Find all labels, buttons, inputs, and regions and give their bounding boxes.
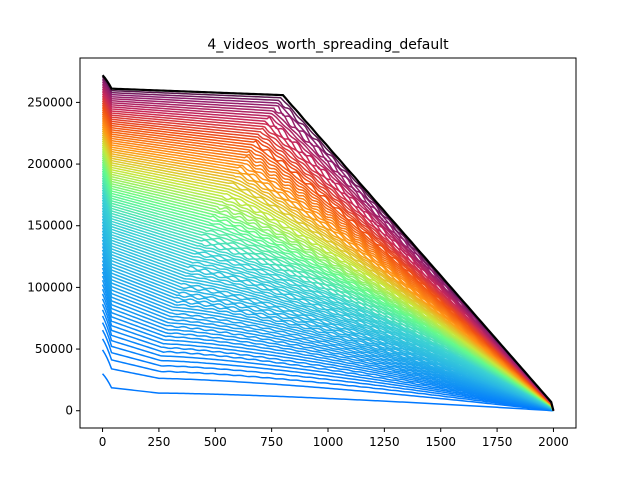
x-tick-label: 1750 bbox=[482, 435, 513, 449]
x-tick-label: 2000 bbox=[538, 435, 569, 449]
series-line bbox=[101, 107, 555, 411]
series-line bbox=[101, 126, 555, 411]
series-line bbox=[101, 166, 555, 412]
y-tick-label: 250000 bbox=[27, 95, 73, 109]
series-line bbox=[101, 253, 554, 412]
series-line bbox=[101, 279, 554, 412]
x-tick-label: 1500 bbox=[425, 435, 456, 449]
x-tick-label: 250 bbox=[147, 435, 170, 449]
y-tick-label: 100000 bbox=[27, 280, 73, 294]
x-tick-label: 1000 bbox=[313, 435, 344, 449]
y-tick-label: 0 bbox=[65, 404, 73, 418]
series-line bbox=[101, 303, 554, 412]
series-line bbox=[101, 263, 554, 412]
series-line bbox=[101, 298, 554, 412]
series-line bbox=[101, 322, 554, 412]
series-line bbox=[101, 81, 555, 411]
series-line bbox=[101, 91, 555, 411]
x-tick-label: 750 bbox=[260, 435, 283, 449]
y-tick-label: 200000 bbox=[27, 157, 73, 171]
x-tick-label: 0 bbox=[99, 435, 107, 449]
series-line bbox=[101, 338, 554, 412]
series-line bbox=[101, 309, 554, 412]
series-line bbox=[101, 256, 554, 412]
y-tick-label: 150000 bbox=[27, 219, 73, 233]
series-line bbox=[101, 95, 555, 411]
series-layer bbox=[101, 74, 555, 412]
series-line bbox=[101, 84, 555, 411]
y-axis-ticks: 0 50000 100000 150000 200000 250000 bbox=[27, 95, 80, 418]
series-line bbox=[101, 267, 554, 412]
series-line bbox=[101, 249, 554, 412]
series-line bbox=[101, 239, 554, 412]
series-line bbox=[101, 373, 554, 412]
series-line bbox=[101, 293, 554, 412]
series-line bbox=[101, 288, 554, 412]
series-line bbox=[101, 230, 555, 412]
x-axis-ticks: 0 250 500 750 1000 1250 1500 1750 2000 bbox=[99, 428, 569, 449]
series-line bbox=[101, 74, 555, 412]
x-tick-label: 500 bbox=[204, 435, 227, 449]
series-line bbox=[101, 271, 554, 412]
x-tick-label: 1250 bbox=[369, 435, 400, 449]
series-line bbox=[101, 275, 554, 412]
series-line bbox=[101, 284, 554, 412]
y-tick-label: 50000 bbox=[35, 342, 73, 356]
series-line bbox=[101, 184, 555, 412]
series-line bbox=[101, 315, 554, 412]
series-line bbox=[101, 349, 554, 412]
chart-title: 4_videos_worth_spreading_default bbox=[207, 37, 449, 53]
series-line bbox=[101, 329, 554, 412]
